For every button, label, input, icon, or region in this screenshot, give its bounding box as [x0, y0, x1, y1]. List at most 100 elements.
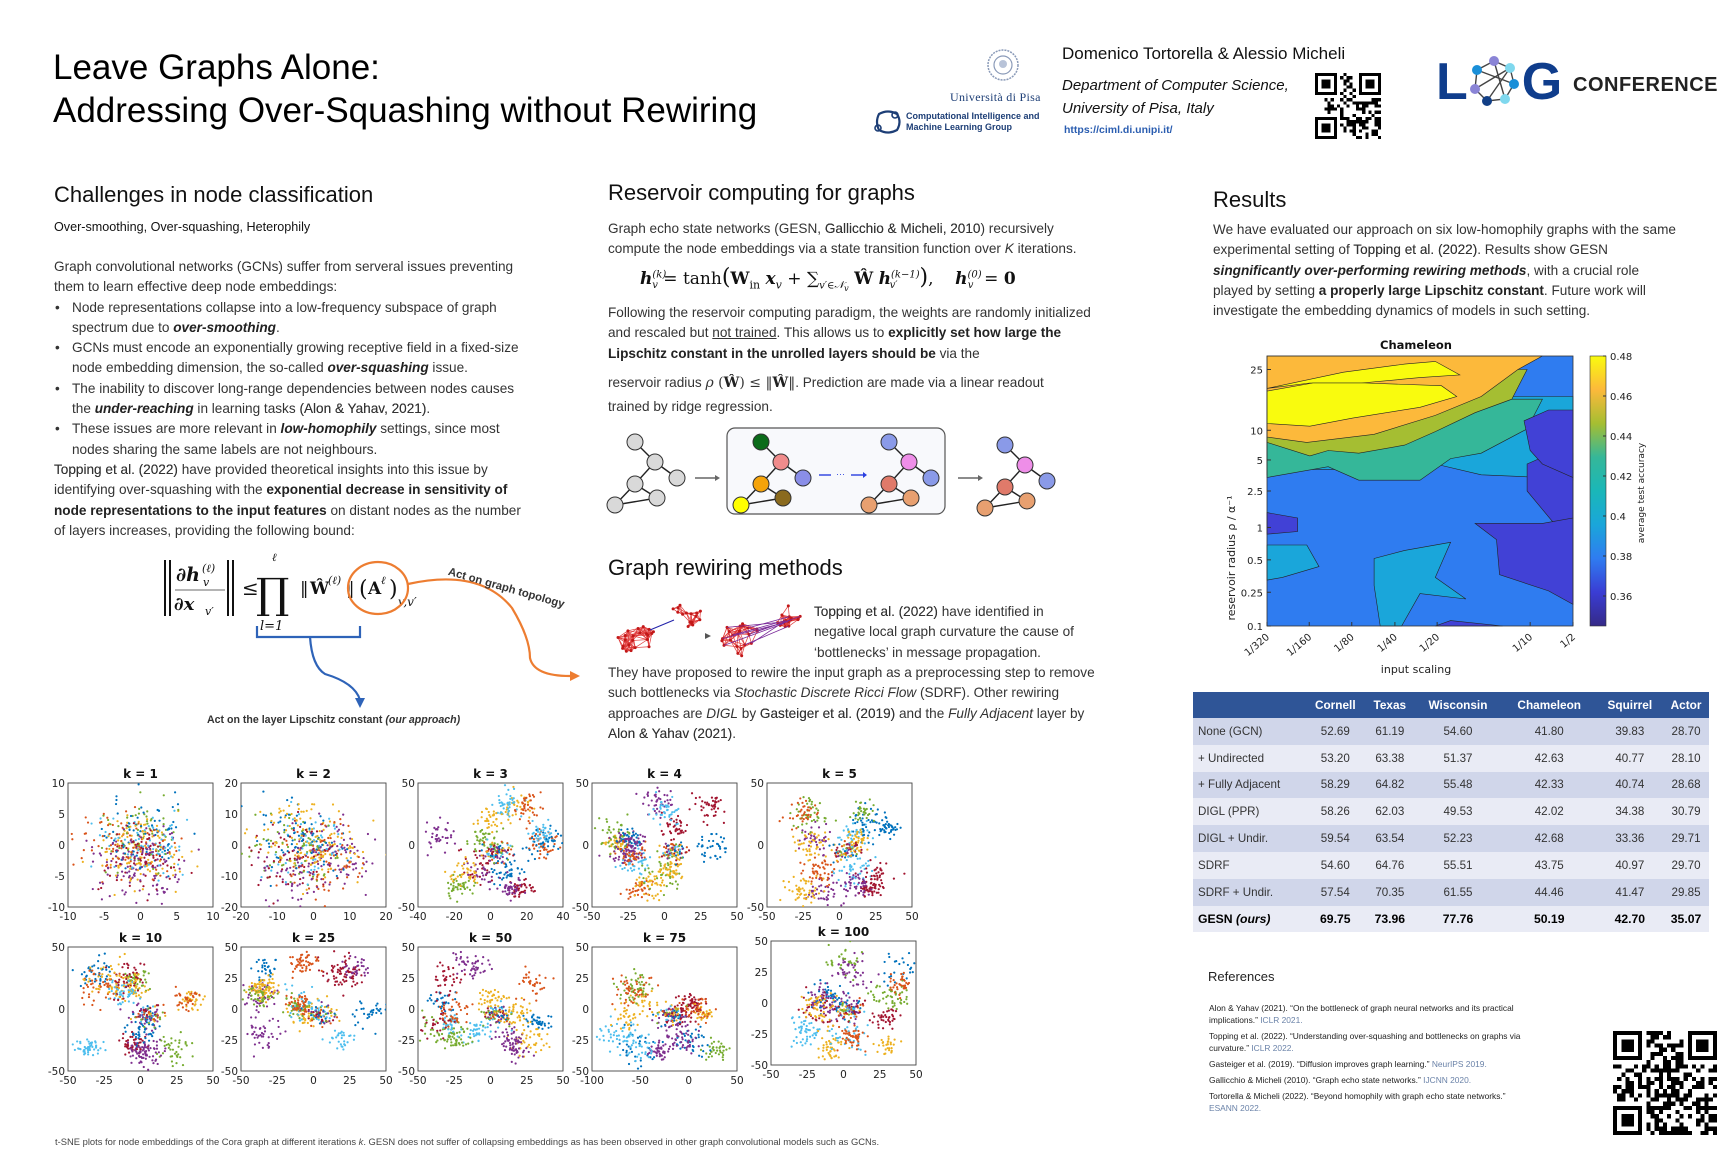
- tsne-point: [673, 810, 676, 814]
- tsne-point: [137, 837, 140, 841]
- tsne-point: [835, 851, 838, 854]
- tsne-point: [146, 822, 149, 825]
- tsne-point: [291, 896, 294, 899]
- paper-qr-code[interactable]: [1613, 1031, 1717, 1135]
- tsne-point: [722, 837, 726, 840]
- tsne-point: [672, 825, 675, 828]
- qr-module: [1352, 126, 1356, 130]
- tsne-point: [328, 853, 332, 856]
- tsne-x-tick: 50: [905, 911, 918, 923]
- citation-gasteiger[interactable]: Gasteiger et al. (2019): [759, 705, 896, 721]
- qr-module: [1662, 1068, 1668, 1073]
- reference-venue-link[interactable]: IJCNN 2020.: [1423, 1075, 1472, 1085]
- qr-module: [1330, 98, 1334, 102]
- tsne-point: [508, 873, 512, 876]
- citation-topping-rewiring[interactable]: Topping et al. (2022): [814, 604, 938, 619]
- tsne-point: [342, 887, 345, 890]
- tsne-point: [862, 833, 866, 836]
- qr-module: [1654, 1097, 1659, 1102]
- citation-alon-yahav-2[interactable]: Alon & Yahav (2021): [608, 725, 733, 741]
- tsne-point: [158, 841, 161, 844]
- tsne-point: [152, 1031, 155, 1034]
- tsne-point: [631, 827, 634, 830]
- tsne-point: [127, 850, 130, 853]
- tsne-point: [666, 822, 669, 825]
- tsne-point: [282, 809, 285, 812]
- tsne-point: [156, 1020, 159, 1023]
- tsne-point: [643, 849, 646, 852]
- tsne-point: [641, 864, 644, 867]
- tsne-point: [885, 816, 888, 820]
- tsne-point: [83, 970, 86, 974]
- tsne-point: [812, 835, 816, 838]
- tsne-point: [491, 848, 495, 851]
- qr-module: [1355, 107, 1359, 111]
- tsne-point: [798, 839, 801, 842]
- tsne-point: [635, 852, 638, 855]
- reference-venue-link[interactable]: ICLR 2021.: [1260, 1015, 1303, 1025]
- tsne-point: [803, 897, 806, 900]
- tsne-point: [864, 862, 867, 865]
- qr-module: [1340, 113, 1344, 117]
- tsne-point: [611, 843, 614, 846]
- tsne-point: [310, 856, 314, 859]
- qr-module: [1646, 1122, 1651, 1127]
- tsne-point: [838, 869, 841, 872]
- tsne-point: [863, 889, 866, 893]
- tsne-point: [352, 868, 355, 871]
- tsne-point: [531, 886, 534, 889]
- tsne-point: [475, 835, 478, 838]
- qr-module: [1704, 1122, 1709, 1127]
- tsne-point: [134, 978, 137, 981]
- tsne-point: [117, 866, 120, 869]
- tsne-point: [139, 978, 143, 981]
- tsne-point: [274, 958, 277, 962]
- tsne-point: [149, 1018, 152, 1022]
- tsne-point: [476, 839, 479, 842]
- tsne-point: [139, 872, 142, 876]
- tsne-point: [448, 894, 451, 897]
- reference-venue-link[interactable]: ESANN 2022.: [1209, 1103, 1262, 1113]
- tsne-point: [102, 812, 105, 815]
- table-cell-value: 44.46: [1501, 878, 1597, 906]
- tsne-point: [143, 1010, 146, 1014]
- tsne-point: [533, 840, 536, 843]
- tsne-point: [656, 893, 659, 896]
- table-cell-method: GESN (ours): [1193, 905, 1305, 933]
- tsne-point: [158, 836, 161, 839]
- reference-venue-link[interactable]: ICLR 2022.: [1251, 1043, 1294, 1053]
- tsne-point: [136, 878, 139, 881]
- tsne-point: [653, 804, 656, 807]
- tsne-point: [837, 855, 840, 858]
- qr-module: [1646, 1080, 1651, 1086]
- university-seal-icon: [985, 47, 1021, 87]
- tsne-point: [860, 833, 863, 836]
- tsne-point: [162, 871, 165, 875]
- citation-topping-results[interactable]: Topping et al. (2022): [1353, 242, 1478, 258]
- tsne-point: [525, 796, 528, 799]
- tsne-x-tick: 0: [661, 911, 668, 923]
- tsne-point: [283, 824, 286, 827]
- tsne-point: [657, 797, 660, 800]
- citation-topping[interactable]: Topping et al. (2022): [54, 461, 178, 477]
- tsne-point: [290, 1000, 293, 1004]
- tsne-point: [92, 999, 95, 1002]
- tsne-point: [636, 834, 639, 837]
- citation-alon-yahav[interactable]: (Alon & Yahav, 2021): [299, 401, 427, 417]
- tsne-point: [151, 1005, 155, 1008]
- tsne-point: [648, 879, 652, 882]
- group-website-link[interactable]: https://ciml.di.unipi.it/: [1064, 124, 1173, 136]
- tsne-point: [835, 848, 838, 852]
- tsne-point: [522, 890, 525, 893]
- tsne-point: [532, 837, 536, 841]
- tsne-point: [436, 828, 439, 831]
- tsne-point: [856, 820, 859, 824]
- reference-venue-link[interactable]: NeurIPS 2019.: [1431, 1059, 1487, 1069]
- tsne-point: [491, 841, 494, 844]
- tsne-point: [144, 832, 147, 835]
- website-qr-code[interactable]: [1314, 73, 1382, 139]
- qr-module: [1377, 117, 1381, 121]
- tsne-point: [508, 806, 511, 809]
- citation-gallicchio[interactable]: Gallicchio & Micheli, 2010: [824, 221, 981, 236]
- tsne-point: [815, 892, 818, 896]
